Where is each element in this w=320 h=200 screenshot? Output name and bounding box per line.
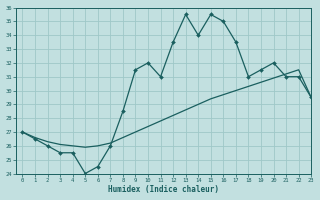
X-axis label: Humidex (Indice chaleur): Humidex (Indice chaleur) [108, 185, 219, 194]
